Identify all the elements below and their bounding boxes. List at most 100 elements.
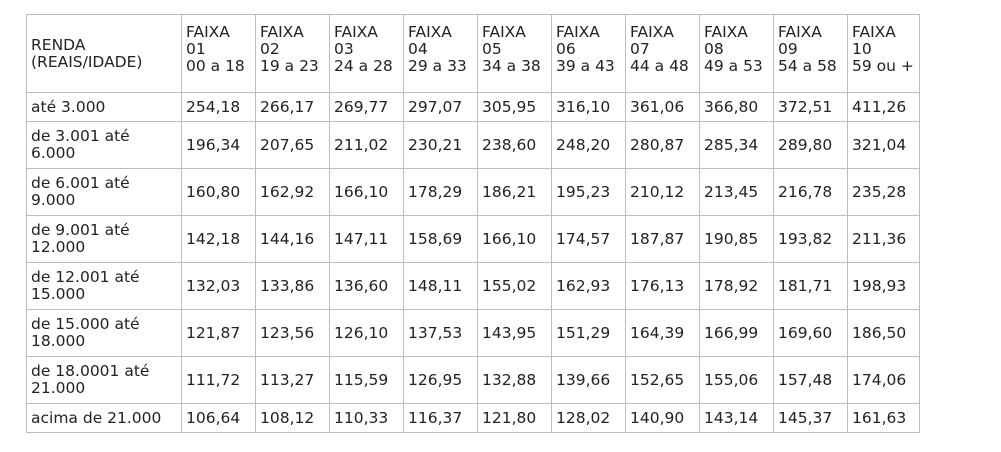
header-row: RENDA (REAIS/IDADE) FAIXA 01 00 a 18 FAIX…: [26, 14, 920, 93]
faixa-range: 59 ou +: [852, 57, 914, 75]
table-body: até 3.000 254,18 266,17 269,77 297,07 305,95 3…: [26, 92, 920, 433]
faixa-range: 19 a 23: [260, 57, 319, 75]
faixa-name: FAIXA 05: [482, 23, 526, 58]
price-cell: 128,02: [551, 403, 626, 433]
price-cell: 148,11: [403, 262, 478, 310]
faixa-name: FAIXA 01: [186, 23, 230, 58]
price-cell: 248,20: [551, 121, 626, 169]
price-cell: 166,10: [477, 215, 552, 263]
price-cell: 164,39: [625, 309, 700, 357]
price-cell: 139,66: [551, 356, 626, 404]
price-cell: 285,34: [699, 121, 774, 169]
price-cell: 372,51: [773, 92, 848, 122]
price-cell: 211,36: [847, 215, 920, 263]
price-cell: 166,99: [699, 309, 774, 357]
price-cell: 269,77: [329, 92, 404, 122]
price-cell: 157,48: [773, 356, 848, 404]
price-cell: 143,14: [699, 403, 774, 433]
price-cell: 411,26: [847, 92, 920, 122]
price-cell: 280,87: [625, 121, 700, 169]
price-cell: 316,10: [551, 92, 626, 122]
faixa-header: FAIXA 03 24 a 28: [329, 14, 404, 93]
price-cell: 106,64: [181, 403, 256, 433]
faixa-name: FAIXA 04: [408, 23, 452, 58]
table-row: de 12.001 até 15.000 132,03 133,86 136,60 14…: [26, 262, 920, 310]
faixa-name: FAIXA 08: [704, 23, 748, 58]
faixa-header: FAIXA 08 49 a 53: [699, 14, 774, 93]
price-cell: 111,72: [181, 356, 256, 404]
price-cell: 254,18: [181, 92, 256, 122]
faixa-header: FAIXA 07 44 a 48: [625, 14, 700, 93]
faixa-range: 44 a 48: [630, 57, 689, 75]
price-cell: 123,56: [255, 309, 330, 357]
price-cell: 186,50: [847, 309, 920, 357]
faixa-name: FAIXA 06: [556, 23, 600, 58]
faixa-header: FAIXA 09 54 a 58: [773, 14, 848, 93]
table-row: de 3.001 até 6.000 196,34 207,65 211,02 230,…: [26, 121, 920, 169]
price-cell: 151,29: [551, 309, 626, 357]
price-cell: 158,69: [403, 215, 478, 263]
faixa-header: FAIXA 10 59 ou +: [847, 14, 920, 93]
price-cell: 321,04: [847, 121, 920, 169]
price-cell: 297,07: [403, 92, 478, 122]
price-cell: 289,80: [773, 121, 848, 169]
faixa-header: FAIXA 02 19 a 23: [255, 14, 330, 93]
price-cell: 174,06: [847, 356, 920, 404]
price-cell: 187,87: [625, 215, 700, 263]
price-cell: 152,65: [625, 356, 700, 404]
price-cell: 160,80: [181, 168, 256, 216]
price-cell: 132,03: [181, 262, 256, 310]
row-label: de 3.001 até 6.000: [26, 121, 182, 169]
faixa-name: FAIXA 07: [630, 23, 674, 58]
faixa-name: FAIXA 02: [260, 23, 304, 58]
price-cell: 181,71: [773, 262, 848, 310]
faixa-range: 34 a 38: [482, 57, 541, 75]
table-row: de 6.001 até 9.000 160,80 162,92 166,10 178,…: [26, 168, 920, 216]
price-cell: 110,33: [329, 403, 404, 433]
price-cell: 113,27: [255, 356, 330, 404]
price-cell: 137,53: [403, 309, 478, 357]
faixa-name: FAIXA 10: [852, 23, 896, 58]
price-cell: 133,86: [255, 262, 330, 310]
price-cell: 176,13: [625, 262, 700, 310]
price-cell: 121,80: [477, 403, 552, 433]
row-label: de 15.000 até 18.000: [26, 309, 182, 357]
price-cell: 305,95: [477, 92, 552, 122]
row-label: de 9.001 até 12.000: [26, 215, 182, 263]
table-row: de 9.001 até 12.000 142,18 144,16 147,11 158…: [26, 215, 920, 263]
faixa-range: 39 a 43: [556, 57, 615, 75]
faixa-header: FAIXA 01 00 a 18: [181, 14, 256, 93]
row-label: até 3.000: [26, 92, 182, 122]
row-label: acima de 21.000: [26, 403, 182, 433]
price-cell: 211,02: [329, 121, 404, 169]
price-cell: 238,60: [477, 121, 552, 169]
price-cell: 115,59: [329, 356, 404, 404]
price-cell: 235,28: [847, 168, 920, 216]
price-cell: 116,37: [403, 403, 478, 433]
price-cell: 145,37: [773, 403, 848, 433]
faixa-range: 49 a 53: [704, 57, 763, 75]
price-cell: 161,63: [847, 403, 920, 433]
faixa-range: 00 a 18: [186, 57, 245, 75]
price-cell: 190,85: [699, 215, 774, 263]
price-cell: 143,95: [477, 309, 552, 357]
price-cell: 186,21: [477, 168, 552, 216]
faixa-range: 54 a 58: [778, 57, 837, 75]
faixa-header: FAIXA 04 29 a 33: [403, 14, 478, 93]
price-cell: 207,65: [255, 121, 330, 169]
price-cell: 132,88: [477, 356, 552, 404]
faixa-range: 29 a 33: [408, 57, 467, 75]
corner-header: RENDA (REAIS/IDADE): [26, 14, 182, 93]
price-cell: 213,45: [699, 168, 774, 216]
price-cell: 155,06: [699, 356, 774, 404]
price-cell: 144,16: [255, 215, 330, 263]
row-label: de 12.001 até 15.000: [26, 262, 182, 310]
price-cell: 216,78: [773, 168, 848, 216]
table-row: de 18.0001 até 21.000 111,72 113,27 115,59 1…: [26, 356, 920, 404]
price-cell: 126,95: [403, 356, 478, 404]
price-cell: 210,12: [625, 168, 700, 216]
price-cell: 266,17: [255, 92, 330, 122]
price-cell: 361,06: [625, 92, 700, 122]
price-cell: 136,60: [329, 262, 404, 310]
price-cell: 178,29: [403, 168, 478, 216]
